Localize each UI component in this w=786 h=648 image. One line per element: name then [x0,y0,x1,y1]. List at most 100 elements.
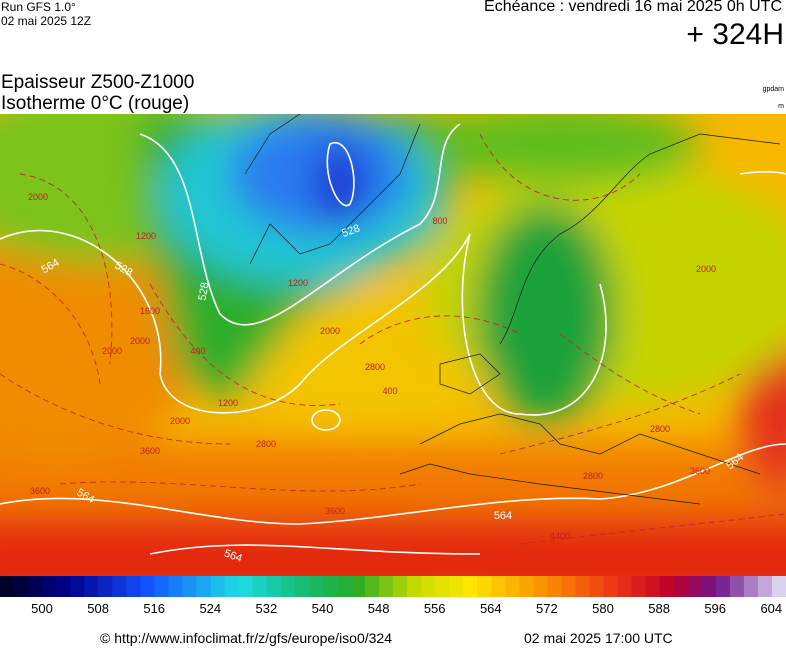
color-swatch [687,576,703,597]
colorbar-label: 588 [648,601,670,616]
map: 5285285285645645645645642000200020001200… [0,114,786,576]
color-swatch [0,576,15,597]
color-swatch [533,576,548,597]
color-swatch [603,576,619,597]
color-swatch [140,576,155,597]
colorbar-label: 516 [143,601,166,616]
color-swatch [771,576,786,597]
isotherm-label: 2000 [170,416,190,426]
color-swatch [757,576,773,597]
colorbar-label: 596 [704,601,727,616]
isotherm-label: 2000 [130,336,150,346]
contour-label: 564 [222,547,243,565]
color-swatch [575,576,590,597]
valid-time: Echéance : vendredi 16 mai 2025 0h UTC [484,0,782,15]
isotherm-label: 4400 [550,531,570,541]
color-swatch [182,576,197,597]
color-swatch [126,576,141,597]
color-swatch [547,576,562,597]
colorbar [0,576,786,597]
run-label: Run GFS 1.0° [1,0,76,14]
thickness-field: 5285285285645645645645642000200020001200… [0,114,786,576]
color-swatch [393,576,408,597]
isotherm-label: 1600 [140,306,160,316]
color-swatch [617,576,633,597]
color-swatch [561,576,576,597]
contour-label: 528 [197,281,212,301]
contour-label: 528 [340,222,361,240]
source-url: © http://www.infoclimat.fr/z/gfs/europe/… [100,630,393,646]
color-swatch [505,576,520,597]
color-swatch [308,576,324,597]
color-swatch [364,576,380,597]
color-swatch [154,576,169,597]
isotherm-label: 3600 [690,466,710,476]
color-swatch [266,576,282,597]
color-swatch [238,576,254,597]
isotherm-label: 2800 [365,362,385,372]
unit-isotherm: m [778,103,784,110]
color-swatch [477,576,492,597]
contour-label: 564 [494,510,512,522]
isotherm-label: 800 [432,216,447,226]
isotherm-label: 2000 [320,326,340,336]
color-swatch [294,576,310,597]
isotherm-label: 1200 [218,398,238,408]
isotherm-label: 400 [382,386,397,396]
color-swatch [14,576,29,597]
colorbar-label: 548 [367,601,390,616]
color-swatch [491,576,506,597]
colorbar-label: 572 [536,601,558,616]
color-swatch [322,576,338,597]
color-swatch [42,576,57,597]
colorbar-label: 532 [255,601,278,616]
isotherm-label: 2800 [583,471,603,481]
color-swatch [421,576,436,597]
isotherm-label: 2000 [102,346,122,356]
color-swatch [336,576,352,597]
colorbar-label: 580 [592,601,614,616]
color-swatch [743,576,759,597]
colorbar-label: 500 [31,601,53,616]
color-swatch [112,576,127,597]
color-swatch [252,576,268,597]
color-swatch [280,576,296,597]
color-swatch [28,576,43,597]
colorbar-label: 508 [87,601,109,616]
color-swatch [659,576,675,597]
color-swatch [56,576,71,597]
isotherm-label: 2000 [696,264,716,274]
color-swatch [70,576,85,597]
color-swatch [435,576,450,597]
isotherm-label: 3600 [140,446,160,456]
isotherm-label: 1200 [136,231,156,241]
color-swatch [98,576,113,597]
isotherm-label: 3600 [30,486,50,496]
lead-time: + 324H [686,18,784,51]
colorbar-label: 556 [423,601,446,616]
colorbar-label: 540 [311,601,334,616]
color-swatch [224,576,240,597]
color-swatch [350,576,366,597]
color-swatch [631,576,647,597]
isotherm-label: 2800 [256,439,276,449]
color-swatch [463,576,478,597]
colorbar-label: 524 [199,601,222,616]
color-swatch [715,576,731,597]
color-swatch [210,576,226,597]
color-swatch [407,576,422,597]
color-swatch [645,576,661,597]
title-line-1: Epaisseur Z500-Z1000 [1,72,195,93]
isotherm-label: 3600 [325,506,345,516]
unit-thickness: gpdam [762,86,784,93]
colorbar-label: 604 [760,601,783,616]
color-swatch [168,576,183,597]
generated-time: 02 mai 2025 17:00 UTC [524,630,673,646]
color-swatch [196,576,212,597]
isotherm-label: 1200 [288,278,308,288]
colorbar-label: 564 [479,601,502,616]
color-swatch [673,576,689,597]
color-swatch [729,576,745,597]
isotherm-label: 2800 [650,424,670,434]
